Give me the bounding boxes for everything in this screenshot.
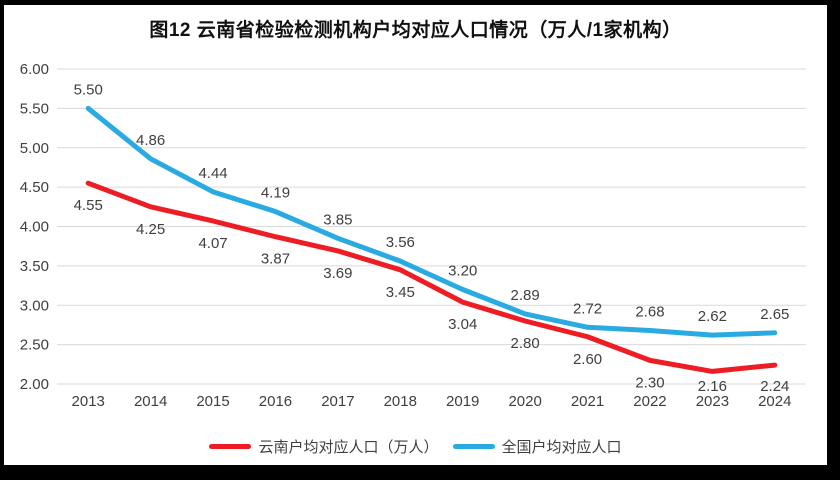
data-label: 2.60 <box>573 351 602 368</box>
legend-item-national: 全国户均对应人口 <box>452 436 622 457</box>
series-line-1 <box>85 105 778 338</box>
legend-line-swatch-blue <box>452 444 495 449</box>
data-label: 3.85 <box>323 211 352 228</box>
data-label: 5.50 <box>74 81 103 98</box>
x-axis-tick-label: 2017 <box>321 393 354 410</box>
x-axis-tick-label: 2014 <box>134 393 167 410</box>
data-label: 2.68 <box>635 303 664 320</box>
y-axis-tick-label: 3.00 <box>20 297 49 314</box>
chart-title: 图12 云南省检验检测机构户均对应人口情况（万人/1家机构） <box>149 20 682 41</box>
y-axis-tick-label: 3.50 <box>20 258 49 275</box>
legend-line-swatch-red <box>209 444 252 449</box>
data-label: 3.20 <box>448 263 477 280</box>
y-axis-tick-label: 4.50 <box>20 179 49 196</box>
data-label: 4.25 <box>136 221 165 238</box>
y-axis-tick-label: 5.00 <box>20 140 49 157</box>
data-label: 3.56 <box>386 234 415 251</box>
legend-item-yunnan: 云南户均对应人口（万人） <box>209 436 439 457</box>
data-label: 2.65 <box>760 306 789 323</box>
data-label: 3.87 <box>261 251 290 268</box>
x-axis-tick-label: 2013 <box>72 393 105 410</box>
data-label: 2.16 <box>698 378 727 395</box>
document-page: 图12 云南省检验检测机构户均对应人口情况（万人/1家机构） 6.00 5.50 5… <box>4 5 827 465</box>
x-axis-tick-label: 2016 <box>259 393 292 410</box>
x-axis-tick-label: 2024 <box>758 393 791 410</box>
x-axis-tick-label: 2022 <box>633 393 666 410</box>
x-axis-tick-label: 2019 <box>446 393 479 410</box>
x-axis-tick-label: 2023 <box>696 393 729 410</box>
x-axis-tick-label: 2021 <box>571 393 604 410</box>
series-line-0 <box>85 180 778 374</box>
data-label: 4.07 <box>198 235 227 252</box>
legend-label-national: 全国户均对应人口 <box>501 439 622 456</box>
y-axis-tick-label: 5.50 <box>20 100 49 117</box>
x-axis-tick-label: 2015 <box>196 393 229 410</box>
data-label: 2.72 <box>573 300 602 317</box>
y-axis-tick-label: 2.00 <box>20 376 49 393</box>
y-axis-tick-label: 6.00 <box>20 61 49 78</box>
x-axis-tick-label: 2020 <box>508 393 541 410</box>
data-label: 3.04 <box>448 316 477 333</box>
data-label: 2.62 <box>698 308 727 325</box>
data-label: 3.69 <box>323 265 352 282</box>
data-label: 2.24 <box>760 378 789 395</box>
y-axis-tick-label: 4.00 <box>20 219 49 236</box>
data-label: 4.19 <box>261 185 290 202</box>
data-label: 3.45 <box>386 284 415 301</box>
legend-label-yunnan: 云南户均对应人口（万人） <box>258 439 439 456</box>
data-label: 2.80 <box>511 335 540 352</box>
x-axis-tick-label: 2018 <box>384 393 417 410</box>
chart-legend: 云南户均对应人口（万人） 全国户均对应人口 <box>4 436 827 457</box>
data-label: 2.30 <box>635 374 664 391</box>
data-label: 4.55 <box>74 197 103 214</box>
y-axis-tick-label: 2.50 <box>20 337 49 354</box>
data-label: 4.44 <box>198 165 227 182</box>
data-label: 2.89 <box>511 287 540 304</box>
data-label: 4.86 <box>136 132 165 149</box>
line-chart: 6.00 5.50 5.00 4.50 4.00 3.50 3.00 2.50 2.00 2013… <box>20 61 806 410</box>
